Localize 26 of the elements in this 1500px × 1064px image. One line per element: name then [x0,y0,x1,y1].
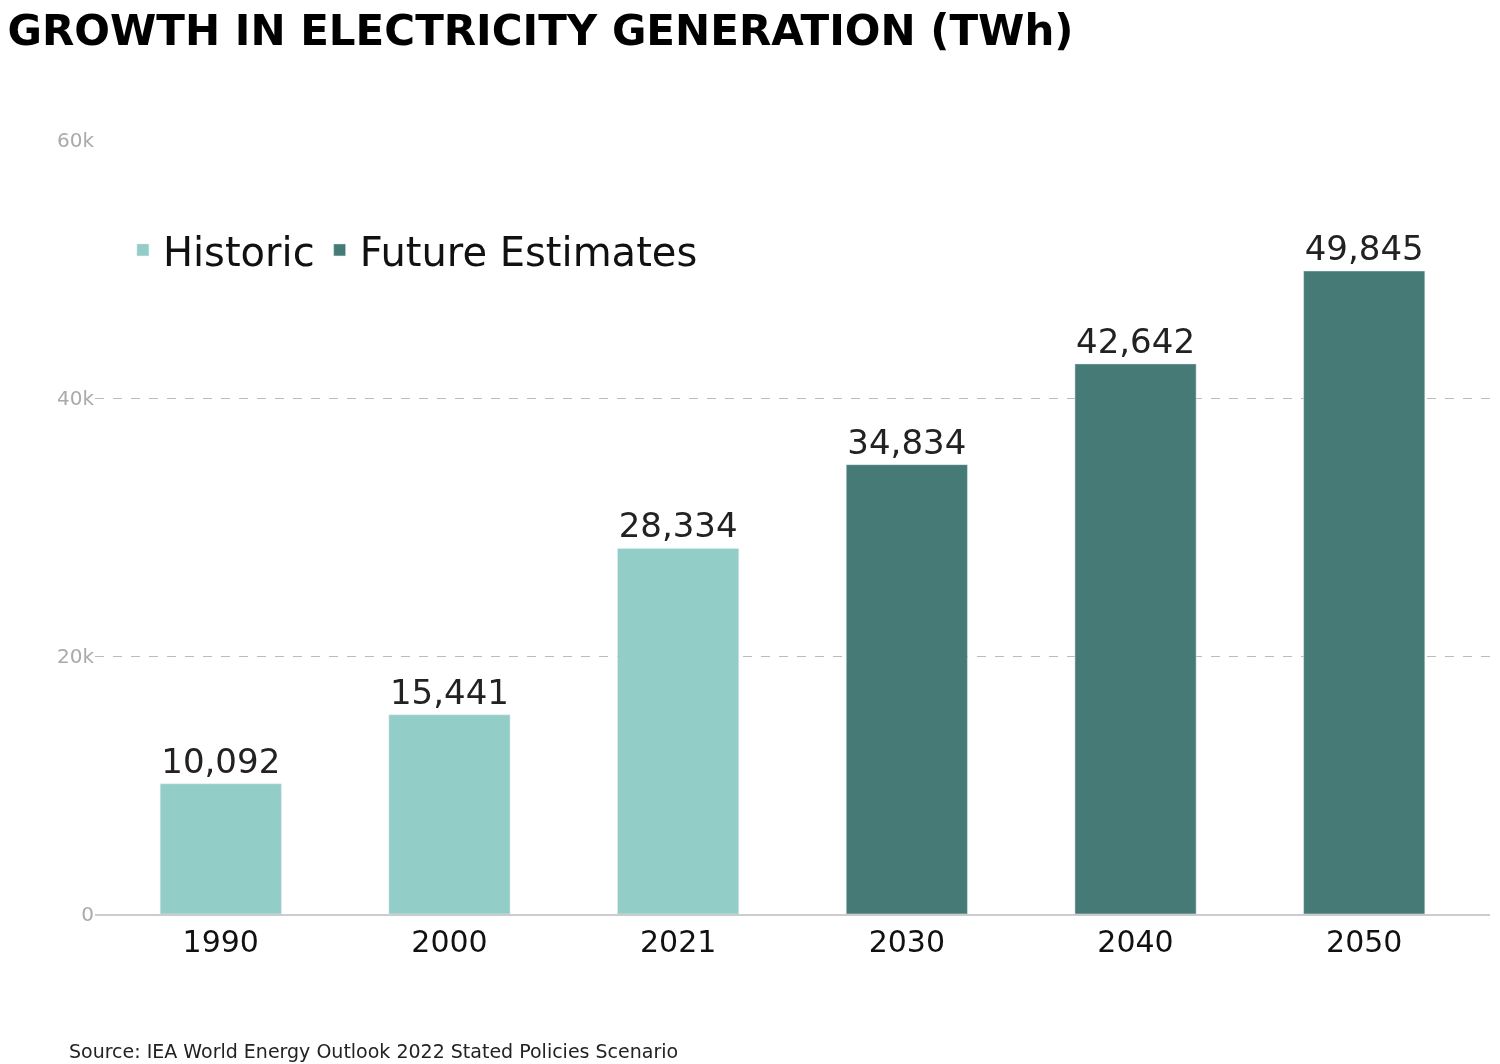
x-tick-label: 2050 [1326,924,1403,959]
bar [1303,270,1426,914]
source-note: Source: IEA World Energy Outlook 2022 Stated Policies Scenario [69,1040,679,1062]
legend-label: Future Estimates [359,228,698,275]
chart-title: GROWTH IN ELECTRICITY GENERATION (TWh) [7,6,1074,56]
bar [845,464,968,914]
data-label: 49,845 [1304,228,1424,268]
bar [1074,363,1197,914]
data-label: 10,092 [161,740,281,781]
data-label: 34,834 [847,421,967,462]
x-tick-label: 1990 [182,924,259,959]
data-label: 28,334 [618,505,738,546]
x-tick-label: 2021 [639,924,717,959]
x-tick-label: 2000 [411,924,488,959]
y-tick-label: 60k [56,128,95,152]
data-label: 15,441 [389,671,509,712]
x-tick-label: 2030 [868,924,946,959]
data-label: 42,642 [1076,320,1196,361]
bar [388,714,511,914]
bar [159,783,282,914]
y-tick-label: 20k [56,644,95,668]
x-tick-label: 2040 [1097,924,1174,959]
legend-label: Historic [162,228,315,275]
bar [617,548,740,914]
y-tick-label: 40k [56,386,95,410]
y-tick-label: 0 [81,902,94,926]
